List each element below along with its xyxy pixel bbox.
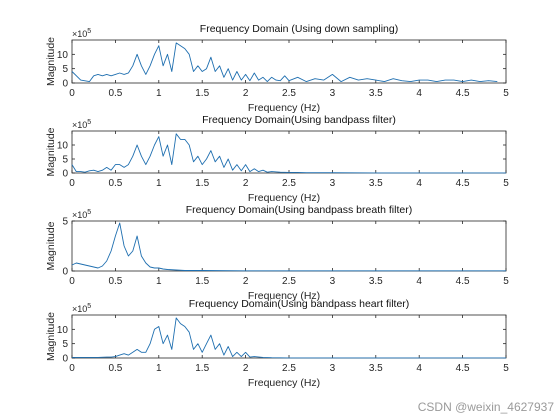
exponent-label: ×105: [72, 28, 91, 39]
y-tick-label: 10: [57, 50, 69, 61]
axes-box: [71, 39, 507, 84]
x-tick-label: 5: [503, 363, 509, 374]
x-tick-label: 0: [69, 363, 75, 374]
y-tick-label: 0: [62, 79, 68, 90]
series-line: [72, 317, 506, 359]
x-tick-label: 5: [503, 276, 509, 287]
x-tick-label: 3.5: [369, 276, 383, 287]
x-tick-label: 1: [156, 276, 162, 287]
y-axis-label: Magnitude: [45, 221, 57, 270]
chart-title: Frequency Domain (Using down sampling): [200, 23, 398, 35]
y-tick-label: 10: [57, 325, 69, 336]
x-tick-label: 4.5: [456, 88, 470, 99]
x-tick-label: 1.5: [195, 276, 209, 287]
y-tick-label: 5: [62, 64, 68, 75]
x-tick-label: 3: [330, 276, 336, 287]
x-tick-label: 1: [156, 363, 162, 374]
x-tick-label: 0.5: [108, 88, 122, 99]
x-tick-label: 4: [416, 178, 422, 189]
x-tick-label: 0.5: [108, 363, 122, 374]
subplot-1: 0 0.5 1 1.5 2 2.5 3 3.5 4 4.5 5 0 5 10×105 Frequency D…: [45, 23, 509, 114]
subplot-2: 0 0.5 1 1.5 2 2.5 3 3.5 4 4.5 5 0 5 10×105 Frequency D…: [45, 114, 509, 204]
exponent-label: ×105: [72, 209, 91, 220]
x-tick-label: 3.5: [369, 88, 383, 99]
x-tick-label: 4.5: [456, 363, 470, 374]
x-tick-label: 2: [243, 276, 249, 287]
x-tick-label: 1.5: [195, 363, 209, 374]
x-axis-label: Frequency (Hz): [248, 290, 320, 302]
x-axis-label: Frequency (Hz): [248, 377, 320, 389]
x-tick-label: 0: [69, 88, 75, 99]
x-tick-label: 3.5: [369, 363, 383, 374]
axes-box: [71, 130, 507, 174]
axes-box: [71, 220, 507, 272]
x-tick-label: 5: [503, 178, 509, 189]
x-tick-label: 3.5: [369, 178, 383, 189]
x-tick-label: 0: [69, 178, 75, 189]
x-tick-label: 0: [69, 276, 75, 287]
x-tick-label: 1: [156, 178, 162, 189]
series-line: [71, 133, 506, 174]
x-tick-label: 1.5: [195, 178, 209, 189]
x-tick-label: 4.5: [456, 178, 470, 189]
y-axis-label: Magnitude: [45, 127, 57, 176]
x-tick-label: 1.5: [195, 88, 209, 99]
y-tick-label: 0: [62, 267, 68, 278]
x-tick-label: 3: [330, 88, 336, 99]
x-tick-label: 4: [416, 276, 422, 287]
y-tick-label: 5: [62, 339, 68, 350]
chart-title: Frequency Domain(Using bandpass heart fi…: [189, 298, 410, 310]
exponent-label: ×105: [72, 303, 91, 314]
watermark-text: CSDN @weixin_4627937: [417, 400, 554, 414]
x-axis-label: Frequency (Hz): [248, 102, 320, 114]
y-axis-label: Magnitude: [45, 37, 57, 86]
x-tick-label: 0.5: [108, 276, 122, 287]
y-tick-label: 10: [57, 141, 69, 152]
x-tick-label: 2.5: [282, 88, 296, 99]
axes-box: [71, 314, 507, 359]
y-tick-label: 0: [62, 169, 68, 180]
x-tick-label: 2: [243, 88, 249, 99]
x-tick-label: 3: [330, 363, 336, 374]
subplot-4: 0 0.5 1 1.5 2 2.5 3 3.5 4 4.5 5 0 5 10×105 Frequency D…: [45, 298, 509, 389]
x-tick-label: 5: [503, 88, 509, 99]
x-tick-label: 2.5: [282, 178, 296, 189]
y-axis-label: Magnitude: [45, 312, 57, 361]
x-tick-label: 1: [156, 88, 162, 99]
y-tick-label: 5: [62, 217, 68, 228]
x-tick-label: 4: [416, 363, 422, 374]
x-tick-label: 2: [243, 178, 249, 189]
series-line: [71, 222, 506, 272]
subplot-3: 0 0.5 1 1.5 2 2.5 3 3.5 4 4.5 5 0 5 ×105 Frequency Dom…: [45, 204, 509, 302]
x-tick-label: 4: [416, 88, 422, 99]
x-tick-label: 4.5: [456, 276, 470, 287]
x-tick-label: 2.5: [282, 276, 296, 287]
y-tick-label: 0: [62, 354, 68, 365]
y-tick-label: 5: [62, 155, 68, 166]
chart-title: Frequency Domain(Using bandpass filter): [202, 114, 396, 126]
x-tick-label: 0.5: [108, 178, 122, 189]
x-tick-label: 2.5: [282, 363, 296, 374]
x-axis-label: Frequency (Hz): [248, 192, 320, 204]
chart-title: Frequency Domain(Using bandpass breath f…: [186, 204, 412, 216]
exponent-label: ×105: [72, 119, 91, 130]
x-tick-label: 3: [330, 178, 336, 189]
series-line: [71, 42, 498, 83]
x-tick-label: 2: [243, 363, 249, 374]
